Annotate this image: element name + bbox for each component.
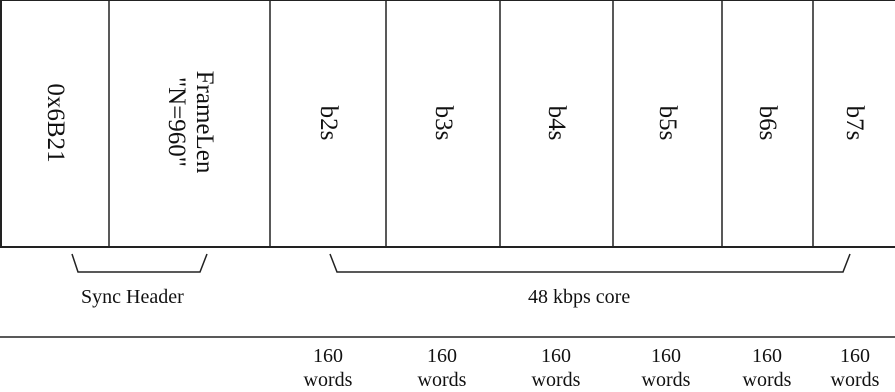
field-label-b5s: b5s	[654, 105, 681, 141]
field-label-b3s: b3s	[430, 105, 457, 141]
size-label-b7s: 160 words	[830, 345, 880, 391]
size-label-b2s: 160 words	[303, 345, 353, 391]
field-label-framelen: FrameLen "N=960"	[163, 70, 218, 174]
size-label-b6s: 160 words	[742, 345, 792, 391]
core-brace	[329, 253, 851, 273]
size-label-b5s: 160 words	[641, 345, 691, 391]
sync-header-brace	[71, 253, 208, 273]
field-label-b4s: b4s	[543, 105, 570, 141]
size-label-b4s: 160 words	[531, 345, 581, 391]
field-label-b2s: b2s	[315, 105, 342, 141]
field-label-b6s: b6s	[754, 105, 781, 141]
group-label-core: 48 kbps core	[528, 286, 631, 308]
size-label-b3s: 160 words	[417, 345, 467, 391]
field-label-sync-word: 0x6B21	[42, 83, 69, 163]
group-label-sync-header: Sync Header	[81, 286, 184, 308]
field-label-b7s: b7s	[841, 105, 868, 141]
